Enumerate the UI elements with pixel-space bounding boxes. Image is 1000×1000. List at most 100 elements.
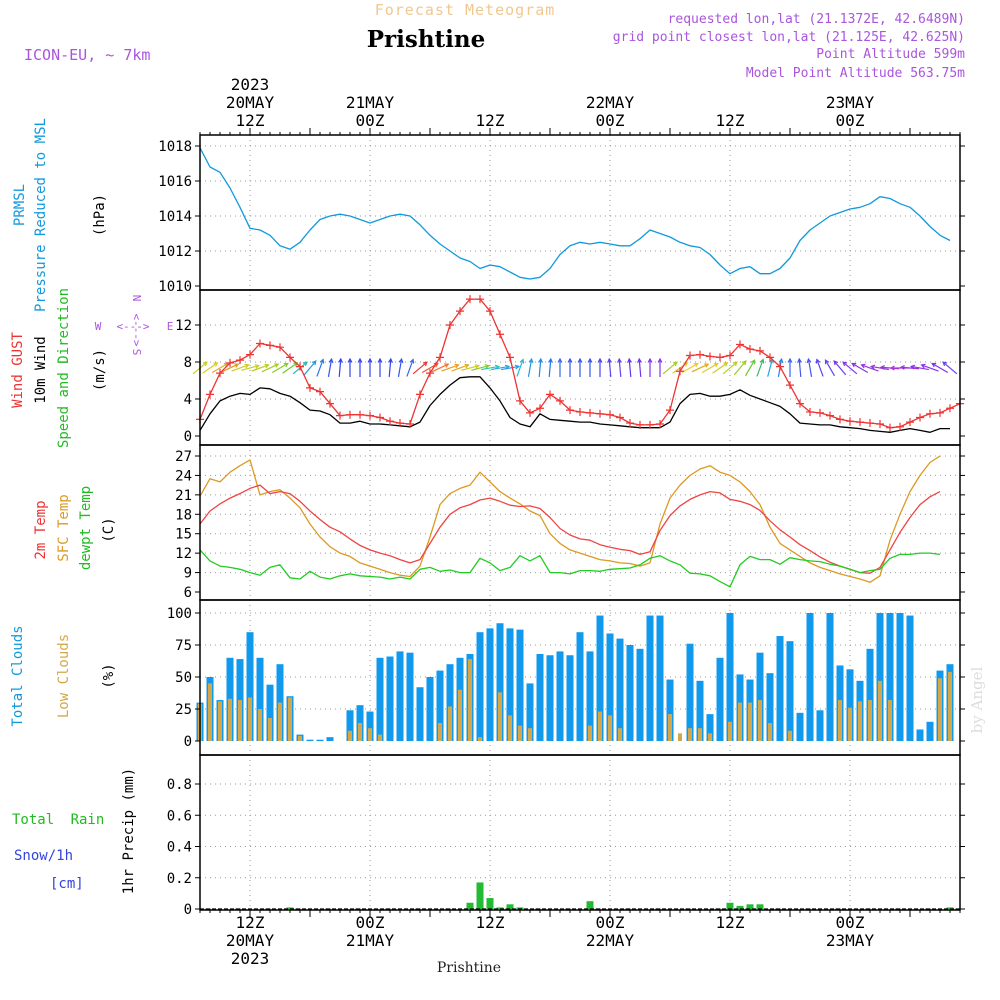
rain-bar: [726, 902, 734, 909]
wind-label: 10m Wind: [33, 336, 49, 403]
wind-arrow-head: [464, 363, 470, 369]
wind-compass: W <---> E N <---> S: [95, 295, 174, 356]
total-cloud-bar: [436, 670, 444, 741]
time-label-top: 00Z: [596, 111, 625, 130]
wind-arrow: [406, 359, 414, 377]
y-tick-label: 100: [167, 606, 192, 622]
low-cloud-bar: [588, 725, 592, 741]
low-cloud-bar: [218, 701, 222, 741]
y-tick-label: 1010: [158, 279, 192, 295]
wind-arrow-head: [234, 363, 240, 368]
gust-marker: [516, 396, 524, 405]
gust-marker: [896, 422, 904, 431]
temp-unit: (C): [101, 517, 117, 542]
total-cloud-bar: [416, 687, 424, 741]
low-cloud-bar: [688, 728, 692, 741]
wind-arrow: [271, 362, 289, 374]
y-tick-label: 6: [184, 585, 192, 601]
total-cloud-bar: [446, 664, 454, 741]
gust-marker: [286, 353, 294, 362]
y-tick-label: 4: [184, 392, 192, 408]
gust-marker: [206, 390, 214, 399]
time-label-top: 21MAY: [346, 93, 395, 112]
total-cloud-bar: [636, 648, 644, 741]
time-label-top: 00Z: [836, 111, 865, 130]
wind-arrow-head: [328, 357, 334, 364]
low-cloud-bar: [618, 728, 622, 741]
gust-marker: [446, 321, 454, 329]
y-tick-label: 0.2: [167, 871, 192, 887]
low-cloud-bar: [268, 717, 272, 741]
wind-arrow-head: [851, 362, 857, 368]
sfc-temp-line: [199, 455, 941, 583]
total-cloud-bar: [786, 641, 794, 741]
total-cloud-bar: [876, 613, 884, 741]
compass-north: N: [130, 295, 143, 302]
total-cloud-bar: [586, 651, 594, 741]
requested-coords: requested lon,lat (21.1372E, 42.6489N): [668, 12, 965, 27]
low-cloud-bar: [868, 700, 872, 741]
wind-arrow: [767, 359, 773, 377]
gust-marker: [586, 408, 594, 417]
model-name: ICON-EU, ~ 7km: [24, 46, 150, 64]
wind-arrow-head: [587, 357, 593, 363]
total-cloud-bar: [356, 705, 364, 741]
wind-arrow: [608, 358, 612, 378]
wind-arrow: [282, 362, 298, 374]
gust-marker: [476, 295, 484, 304]
compass-south: S: [130, 349, 143, 356]
total-cloud-bar: [246, 632, 254, 741]
low-cloud-bar: [788, 730, 792, 741]
gust-marker: [736, 340, 744, 349]
total-cloud-bar: [516, 629, 524, 741]
wind-arrow: [842, 361, 858, 375]
gust-marker: [226, 358, 234, 367]
time-label-bottom: 23MAY: [826, 931, 875, 950]
y-tick-label: 18: [175, 507, 192, 523]
location-title: Prishtine: [367, 26, 486, 53]
time-label-bottom: 2023: [231, 949, 270, 968]
wind-arrow-head: [377, 357, 383, 363]
total-cloud-bar: [666, 679, 674, 741]
low-cloud-bar: [838, 700, 842, 741]
y-tick-label: 9: [184, 566, 192, 582]
gust-marker: [466, 295, 474, 304]
wind-arrow-head: [302, 361, 308, 367]
low-cloud-bar: [738, 702, 742, 741]
wind-arrow-head: [657, 357, 663, 363]
low-cloud-bar: [228, 698, 232, 741]
y-tick-label: 50: [175, 670, 192, 686]
wind-arrow-head: [842, 361, 848, 367]
gust-marker: [876, 419, 884, 428]
wind-arrow: [931, 362, 949, 374]
wind-arrow: [516, 359, 524, 377]
low-cloud-bar: [248, 697, 252, 741]
wind-arrow: [412, 361, 428, 375]
wind-arrow-head: [311, 360, 317, 366]
panel-frame-temp: [199, 444, 961, 601]
gust-marker: [316, 387, 324, 396]
low-cloud-bar: [878, 680, 882, 741]
y-tick-label: 1016: [158, 174, 192, 190]
total-cloud-bar: [376, 657, 384, 741]
gust-marker: [426, 369, 434, 378]
total-cloud-bar: [906, 615, 914, 741]
wind-arrow: [303, 360, 317, 376]
time-label-top: 12Z: [716, 111, 745, 130]
wind-arrow-head: [398, 357, 404, 364]
wind-arrow: [662, 361, 678, 375]
y-tick-label: 25: [175, 702, 192, 718]
wind-arrow: [871, 365, 889, 371]
compass-ns-arrow: <--->: [130, 313, 143, 346]
gust-marker: [816, 408, 824, 417]
total-cloud-bar: [406, 652, 414, 741]
gust-marker: [746, 345, 754, 354]
gust-marker: [576, 407, 584, 416]
wind-arrow-head: [484, 364, 490, 369]
wind-arrow: [701, 362, 719, 374]
wind-arrow: [744, 359, 756, 377]
gust-marker: [946, 404, 954, 413]
total-cloud-bar: [896, 613, 904, 741]
